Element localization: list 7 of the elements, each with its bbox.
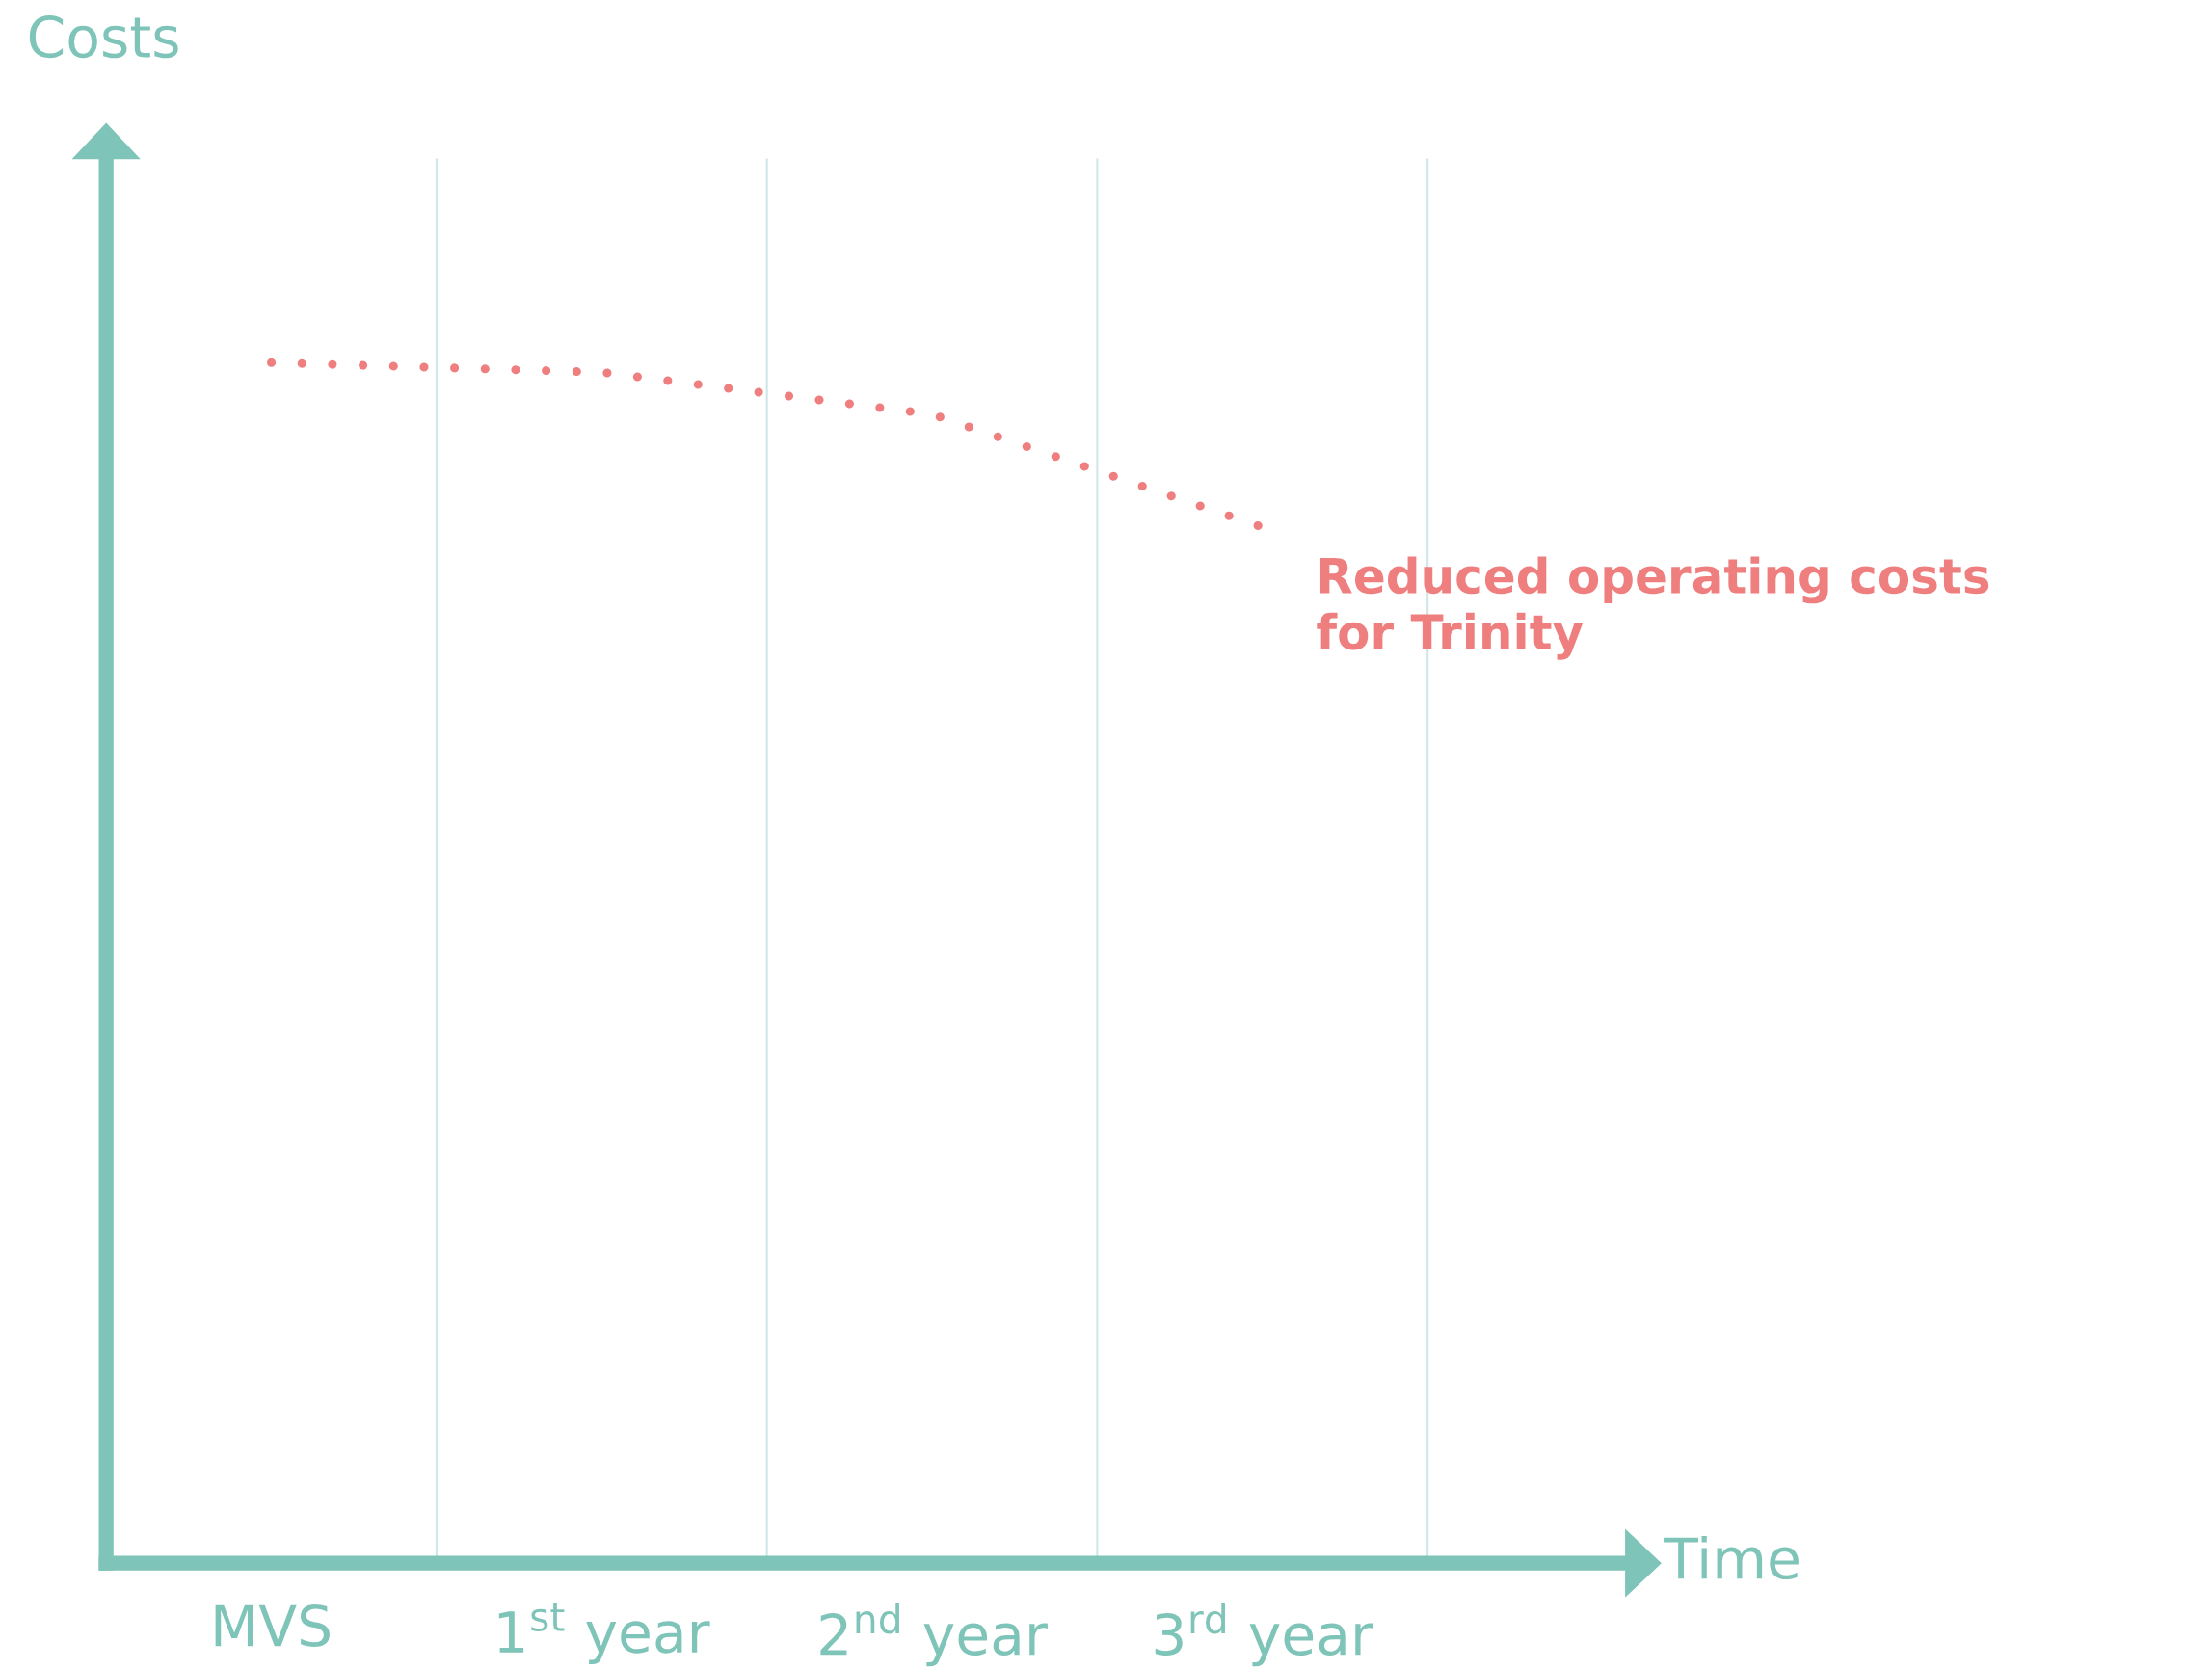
x-tick-label: MVS bbox=[215, 1603, 330, 1648]
series-label: Reduced operating costs for Trinity bbox=[1317, 556, 1989, 660]
x-axis-title: Time bbox=[1664, 1535, 1799, 1580]
text: Costs bbox=[29, 15, 178, 59]
x-tick-label: 2$^{nd}$ year bbox=[820, 1603, 1048, 1667]
x-tick-label: 3$^{rd}$ year bbox=[1155, 1603, 1373, 1667]
x-tick-label: 1$^{st}$ year bbox=[498, 1603, 710, 1664]
